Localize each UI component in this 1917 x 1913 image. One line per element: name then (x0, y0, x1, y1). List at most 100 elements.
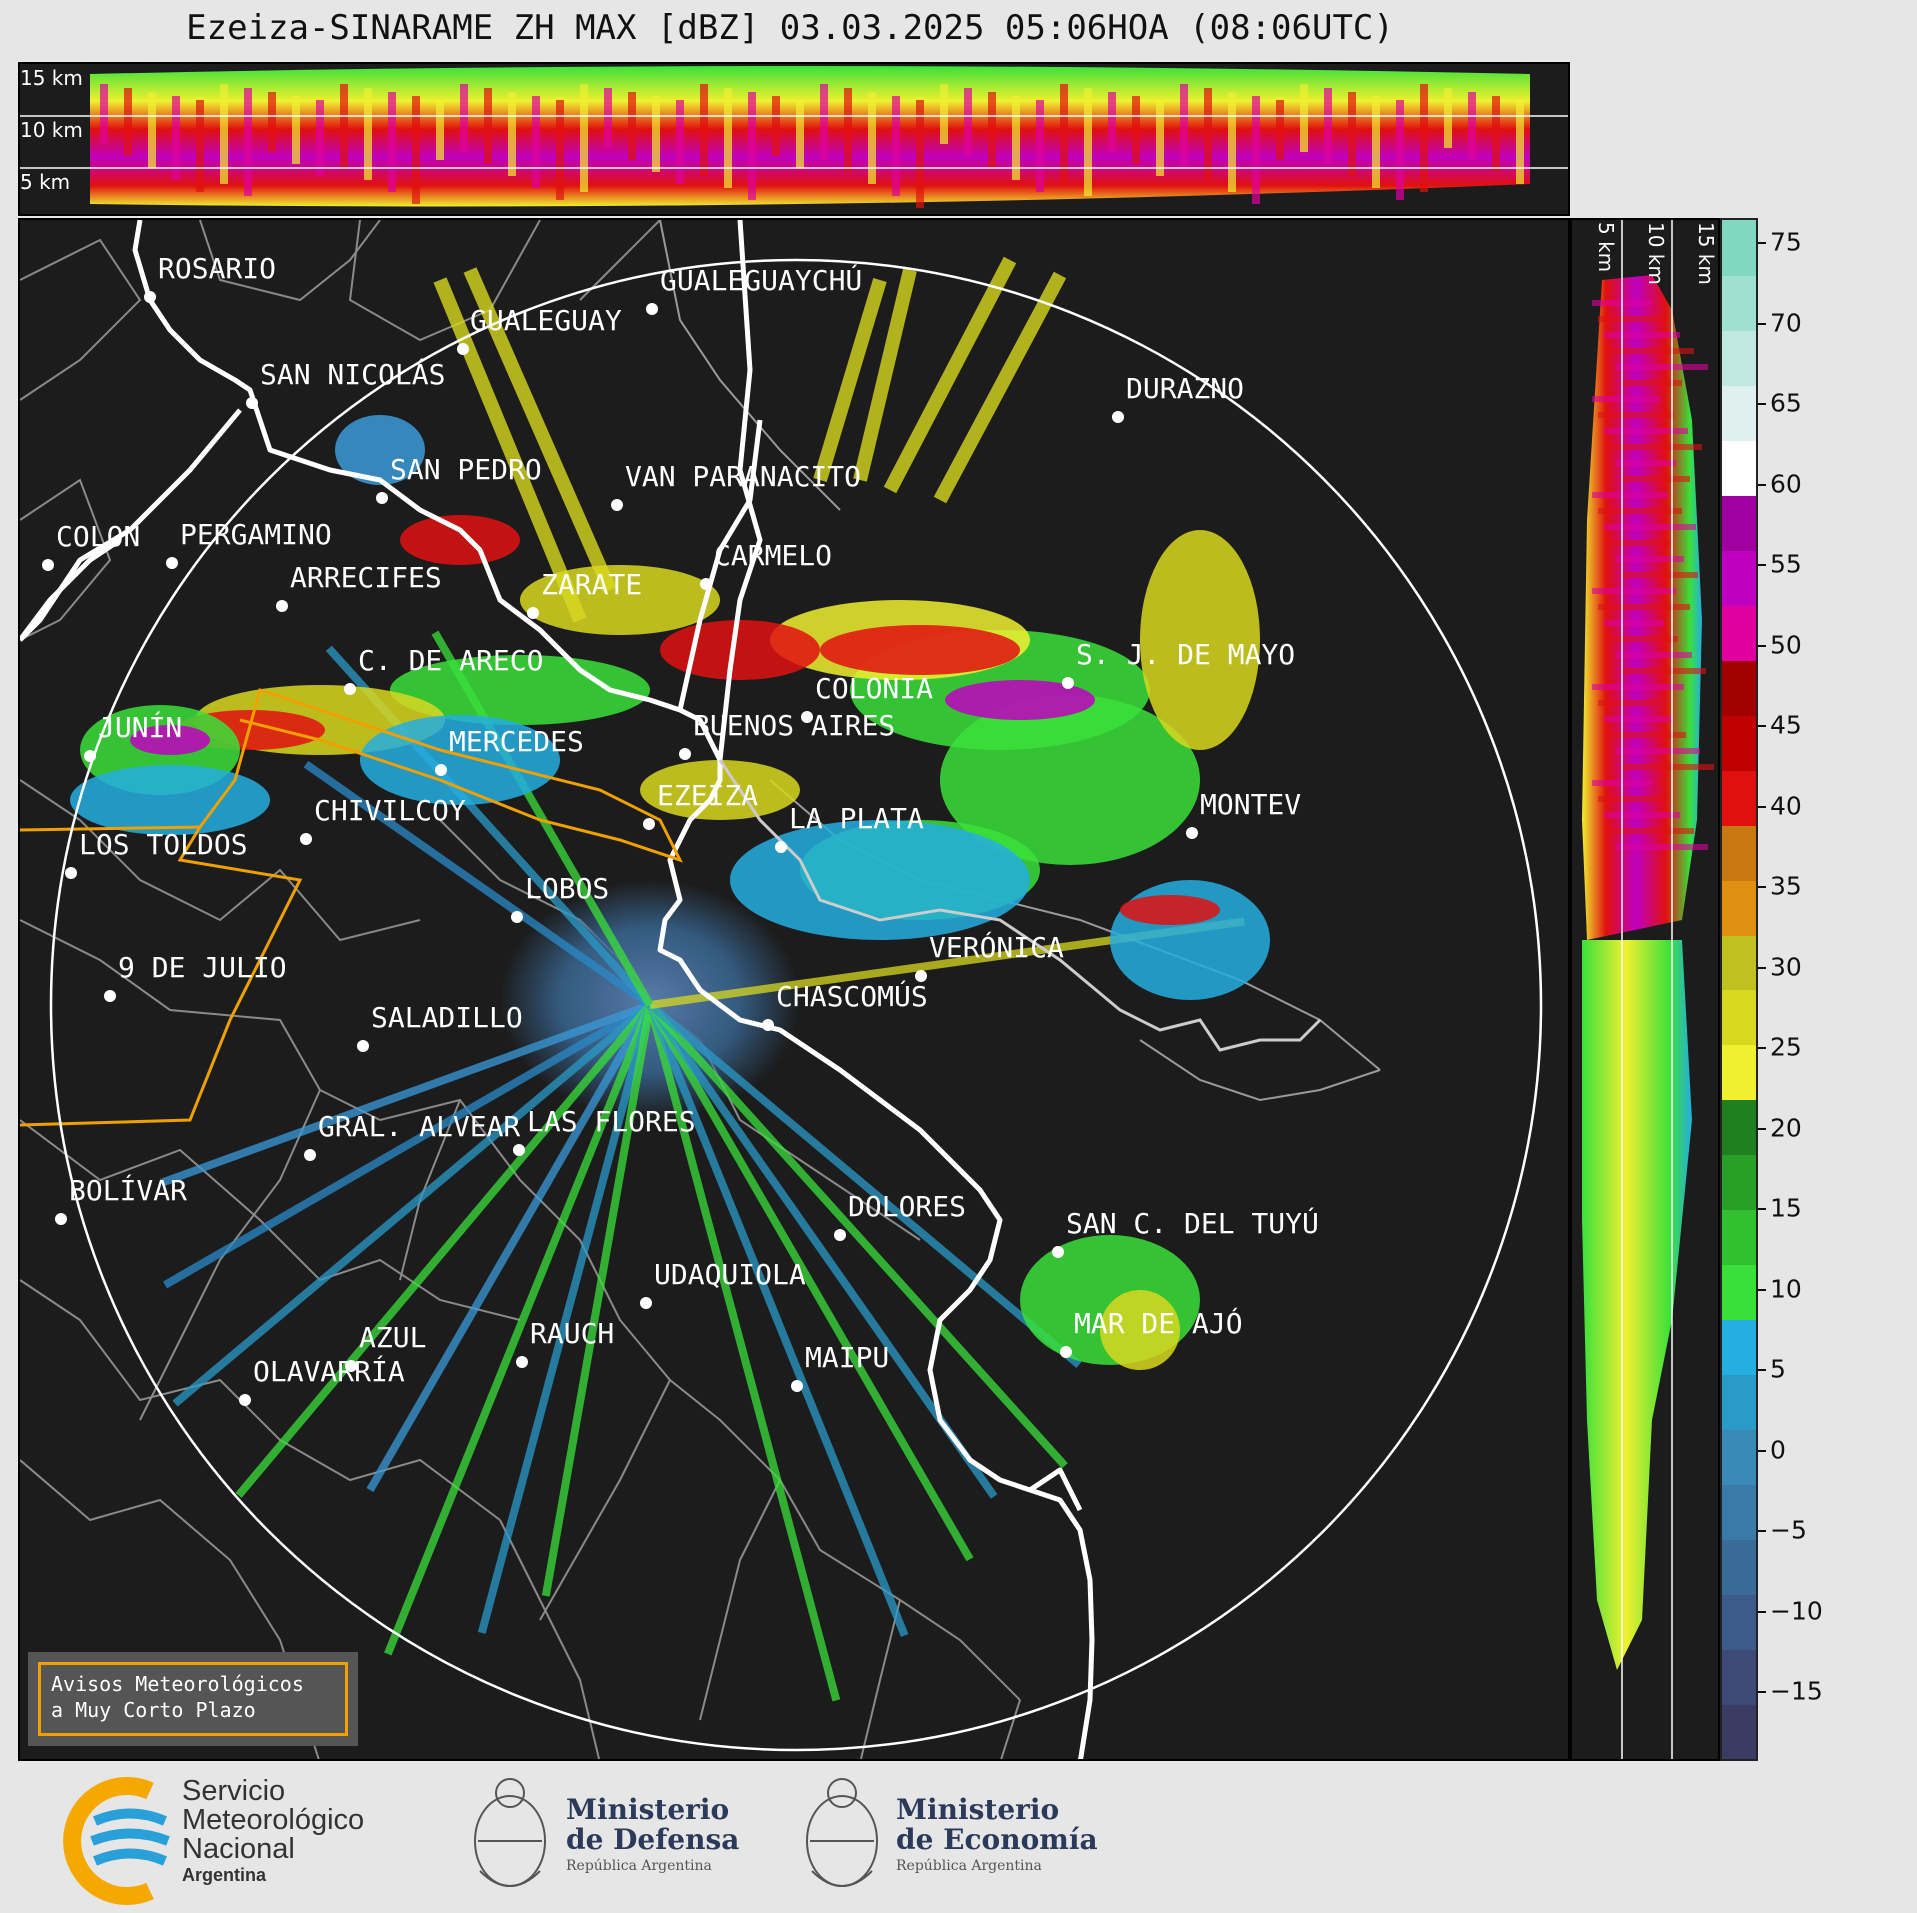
side-alt-label-15: 15 km (1694, 222, 1718, 285)
side-echo-streak (1604, 620, 1664, 626)
side-echo-streak (1616, 460, 1676, 466)
radar-ray (477, 1003, 654, 1634)
city-label: VAN PARANACITO (625, 460, 861, 493)
top-echo-streak (484, 88, 492, 164)
colorbar-segment (1722, 1099, 1756, 1156)
top-echo-streak (1324, 88, 1332, 164)
top-echo-streak (460, 84, 468, 152)
city-marker (1112, 411, 1124, 423)
argentina-coat-of-arms-icon-economia (806, 1778, 878, 1887)
city-marker (376, 492, 388, 504)
radar-map-panel[interactable]: ROSARIO GUALEGUAYCHÚ GUALEGUAY SAN NICOLÁS D… (18, 218, 1570, 1761)
chart-title: Ezeiza-SINARAME ZH MAX [dBZ] 03.03.2025 … (186, 8, 1394, 48)
radar-echo (335, 415, 425, 485)
city-marker (276, 600, 288, 612)
radar-echo (660, 620, 820, 680)
city-label: COLON (56, 520, 140, 553)
top-echo-band (90, 66, 1530, 207)
colorbar-tick (1758, 1208, 1766, 1210)
top-echo-streaks (100, 84, 1524, 208)
smn-logo-icon (63, 1777, 170, 1905)
city-label: JUNÍN (98, 710, 182, 744)
city-marker (527, 607, 539, 619)
top-echo-streak (364, 88, 372, 180)
city-label: SAN NICOLÁS (260, 357, 445, 391)
top-echo-streak (340, 84, 348, 168)
colorbar-segment (1722, 879, 1756, 936)
city-label: 9 DE JULIO (118, 951, 287, 984)
city-marker (1060, 1346, 1072, 1358)
defensa-logo-text: Ministerio de Defensa República Argentin… (566, 1795, 739, 1877)
colorbar-tick-label: 65 (1770, 388, 1802, 418)
top-echo-streak (148, 92, 156, 168)
colorbar-tick-label: 55 (1770, 549, 1802, 579)
colorbar-segment (1722, 934, 1756, 991)
side-echo-streak (1616, 748, 1700, 754)
radar-ray (646, 1003, 841, 1702)
colorbar-tick-label: 60 (1770, 469, 1802, 498)
radar-ray (646, 1002, 974, 1562)
side-echo-streak (1610, 636, 1678, 642)
top-echo-streak (436, 100, 444, 160)
colorbar-tick (1758, 242, 1766, 244)
top-alt-label-5: 5 km (20, 170, 71, 194)
city-label: GUALEGUAYCHÚ (660, 263, 862, 297)
colorbar-segment (1722, 274, 1756, 331)
city-label: AZUL (359, 1321, 426, 1354)
side-echo-streak (1616, 556, 1684, 562)
city-marker (239, 1394, 251, 1406)
argentina-coat-of-arms-icon-defensa (474, 1778, 546, 1887)
radar-ray (384, 1003, 654, 1656)
side-echo-streak (1610, 540, 1670, 546)
footer: Servicio Meteorológico Nacional Argentin… (0, 1761, 1917, 1909)
city-label: RAUCH (530, 1317, 614, 1350)
side-echo-streak (1622, 380, 1682, 386)
top-echo-streak (1204, 88, 1212, 180)
warning-polygon (20, 688, 683, 1127)
colorbar-segment (1722, 1319, 1756, 1376)
colorbar-tick (1758, 1449, 1766, 1452)
city-marker (300, 833, 312, 845)
radar-ray (235, 1002, 654, 1498)
smn-line-2: Meteorológico (182, 1804, 365, 1836)
coastline (20, 220, 1095, 1759)
side-echo-streak (1598, 508, 1682, 514)
top-echo-streak (844, 88, 852, 172)
colorbar-tick (1758, 403, 1766, 405)
side-echo-streak (1592, 492, 1668, 498)
top-echo-streak (220, 84, 228, 184)
colorbar-segment (1722, 384, 1756, 441)
city-marker (834, 1229, 846, 1241)
colorbar-segment (1722, 1649, 1756, 1706)
radar-echo (640, 760, 800, 820)
top-echo-streak (1156, 100, 1164, 176)
top-echo-streak (1084, 88, 1092, 196)
economia-line-1: Ministerio (896, 1793, 1060, 1826)
radar-map-svg: ROSARIO GUALEGUAYCHÚ GUALEGUAY SAN NICOLÁS D… (20, 220, 1543, 1759)
radar-ray (647, 1002, 1068, 1469)
top-echo-streak (1420, 84, 1428, 192)
top-cross-section-svg (20, 66, 1568, 208)
radar-beam-streak (433, 277, 587, 623)
city-marker (42, 559, 54, 571)
city-marker (65, 867, 77, 879)
side-cross-section-svg (1582, 220, 1714, 1759)
top-echo-streak (724, 88, 732, 188)
warning-box[interactable]: Avisos Meteorológicos a Muy Corto Plazo (38, 1662, 348, 1736)
top-echo-streak (772, 96, 780, 156)
radar-echoes (70, 256, 1270, 1370)
side-echo-streak (1598, 604, 1690, 610)
colorbar-segment (1722, 1429, 1756, 1486)
side-echo-streak (1610, 828, 1694, 834)
top-echo-streak (1252, 96, 1260, 204)
colorbar-segment (1722, 659, 1756, 716)
top-echo-streak (556, 100, 564, 200)
city-label: CHASCOMÚS (776, 979, 928, 1013)
city-label: MAIPU (805, 1341, 889, 1374)
top-echo-streak (1444, 88, 1452, 148)
top-echo-streak (676, 100, 684, 184)
colorbar-segment (1722, 714, 1756, 771)
colorbar-tick-label: 75 (1770, 227, 1802, 257)
city-marker (643, 818, 655, 830)
top-echo-streak (388, 92, 396, 192)
